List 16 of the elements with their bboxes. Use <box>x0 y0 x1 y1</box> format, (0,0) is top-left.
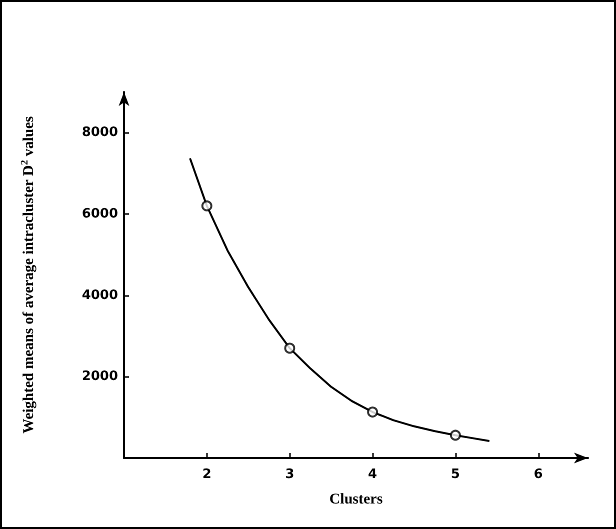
point <box>450 430 461 441</box>
x-tick-label: 4 <box>368 467 378 482</box>
y-tick-label: 6000 <box>82 206 118 222</box>
y-axis-title: Weighted means of average intracluster D2 values <box>20 116 37 434</box>
x-tick-label: 5 <box>450 467 460 482</box>
point <box>367 406 378 418</box>
point <box>201 200 212 212</box>
point <box>284 342 296 354</box>
line-series <box>189 158 490 442</box>
x-tick-label: 3 <box>285 467 294 482</box>
x-tick-label: 2 <box>202 467 212 482</box>
y-tick-label: 4000 <box>82 288 118 303</box>
y-tick-label: 2000 <box>82 369 118 384</box>
y-tick-label: 8000 <box>82 125 118 140</box>
x-axis-title: Clusters <box>329 492 383 508</box>
x-tick-label: 6 <box>534 467 543 482</box>
